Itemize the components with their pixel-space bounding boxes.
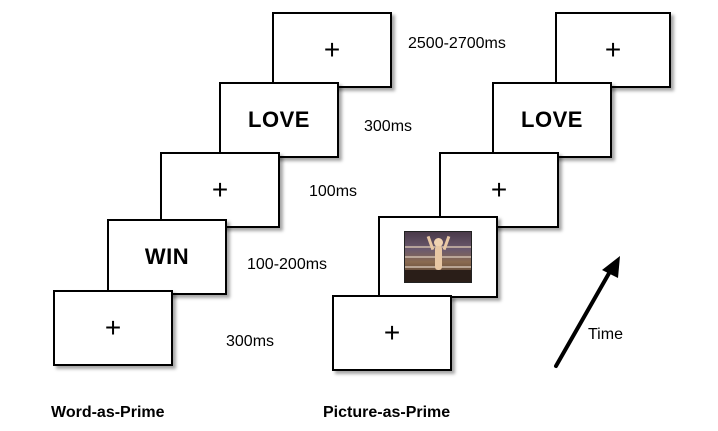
right-frame-3-fixation: + xyxy=(439,152,559,228)
fixation-cross: + xyxy=(323,34,341,65)
duration-label-1: 300ms xyxy=(226,333,275,350)
right-frame-5-fixation: + xyxy=(555,12,671,88)
right-frame-2-prime-picture xyxy=(378,216,498,298)
left-frame-5-fixation: + xyxy=(272,12,392,88)
fixation-cross: + xyxy=(104,312,122,343)
duration-label-2: 100-200ms xyxy=(247,256,328,273)
right-frame-1-fixation: + xyxy=(332,295,452,371)
duration-label-5: 2500-2700ms xyxy=(408,35,506,52)
duration-label-3: 100ms xyxy=(309,183,358,200)
left-frame-2-prime-word: WIN xyxy=(107,219,227,295)
fixation-cross: + xyxy=(604,34,622,65)
left-frame-1-fixation: + xyxy=(53,290,173,366)
picture-as-prime-caption: Picture-as-Prime xyxy=(323,404,451,421)
fixation-cross: + xyxy=(490,174,508,205)
right-frame-4-target-word: LOVE xyxy=(492,82,612,158)
target-word: LOVE xyxy=(248,107,310,132)
prime-word: WIN xyxy=(144,244,190,269)
word-as-prime-caption: Word-as-Prime xyxy=(51,404,165,421)
left-frame-3-fixation: + xyxy=(160,152,280,228)
time-label: Time xyxy=(588,326,623,343)
fixation-cross: + xyxy=(211,174,229,205)
prime-picture xyxy=(404,231,472,283)
time-arrow-icon xyxy=(554,256,620,368)
left-frame-4-target-word: LOVE xyxy=(219,82,339,158)
fixation-cross: + xyxy=(383,317,401,348)
duration-label-4: 300ms xyxy=(364,118,413,135)
target-word: LOVE xyxy=(521,107,583,132)
